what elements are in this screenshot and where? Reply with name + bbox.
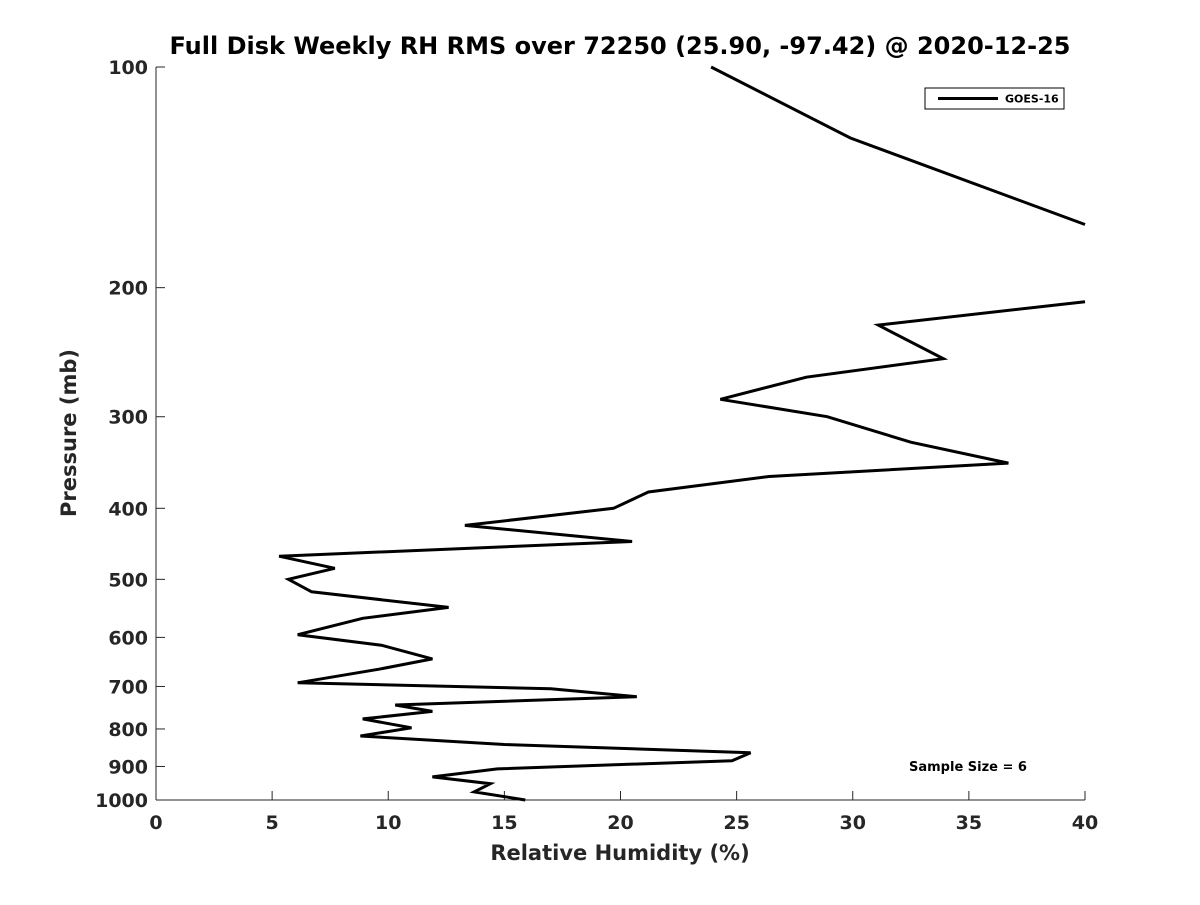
chart-title: Full Disk Weekly RH RMS over 72250 (25.9… (169, 32, 1070, 60)
x-axis-label: Relative Humidity (%) (490, 841, 749, 865)
x-tick-label: 20 (607, 812, 633, 834)
y-tick-label: 300 (108, 407, 148, 429)
y-tick-label: 500 (108, 569, 148, 591)
y-tick-label: 900 (108, 756, 148, 778)
y-tick-label: 600 (108, 627, 148, 649)
series-line-goes-16 (710, 65, 1086, 226)
x-tick-label: 0 (149, 812, 162, 834)
plot-area: 0 5 10 15 20 25 30 35 40 100 200 300 400 500 600 700 800… (95, 57, 1098, 834)
y-tick-label: 1000 (95, 790, 148, 812)
x-tick-label: 25 (723, 812, 749, 834)
y-tick-label: 700 (108, 676, 148, 698)
y-tick-label: 800 (108, 719, 148, 741)
y-tick-label: 200 (108, 278, 148, 300)
x-tick-label: 30 (840, 812, 866, 834)
y-tick-label: 400 (108, 498, 148, 520)
legend-label-goes-16: GOES-16 (1005, 93, 1059, 106)
x-tick-label: 15 (491, 812, 517, 834)
x-tick-label: 10 (375, 812, 401, 834)
x-tick-label: 40 (1072, 812, 1098, 834)
y-tick-label: 100 (108, 57, 148, 79)
y-axis-label: Pressure (mb) (57, 349, 81, 517)
x-tick-label: 35 (956, 812, 982, 834)
x-tick-label: 5 (266, 812, 279, 834)
series-line-goes-16 (278, 300, 1086, 802)
legend: GOES-16 (924, 87, 1065, 110)
sample-size-annotation: Sample Size = 6 (909, 760, 1027, 775)
